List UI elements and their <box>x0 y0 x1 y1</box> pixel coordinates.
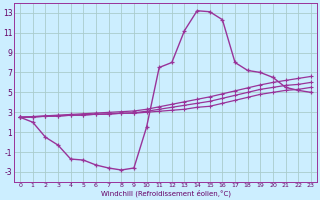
X-axis label: Windchill (Refroidissement éolien,°C): Windchill (Refroidissement éolien,°C) <box>100 190 230 197</box>
